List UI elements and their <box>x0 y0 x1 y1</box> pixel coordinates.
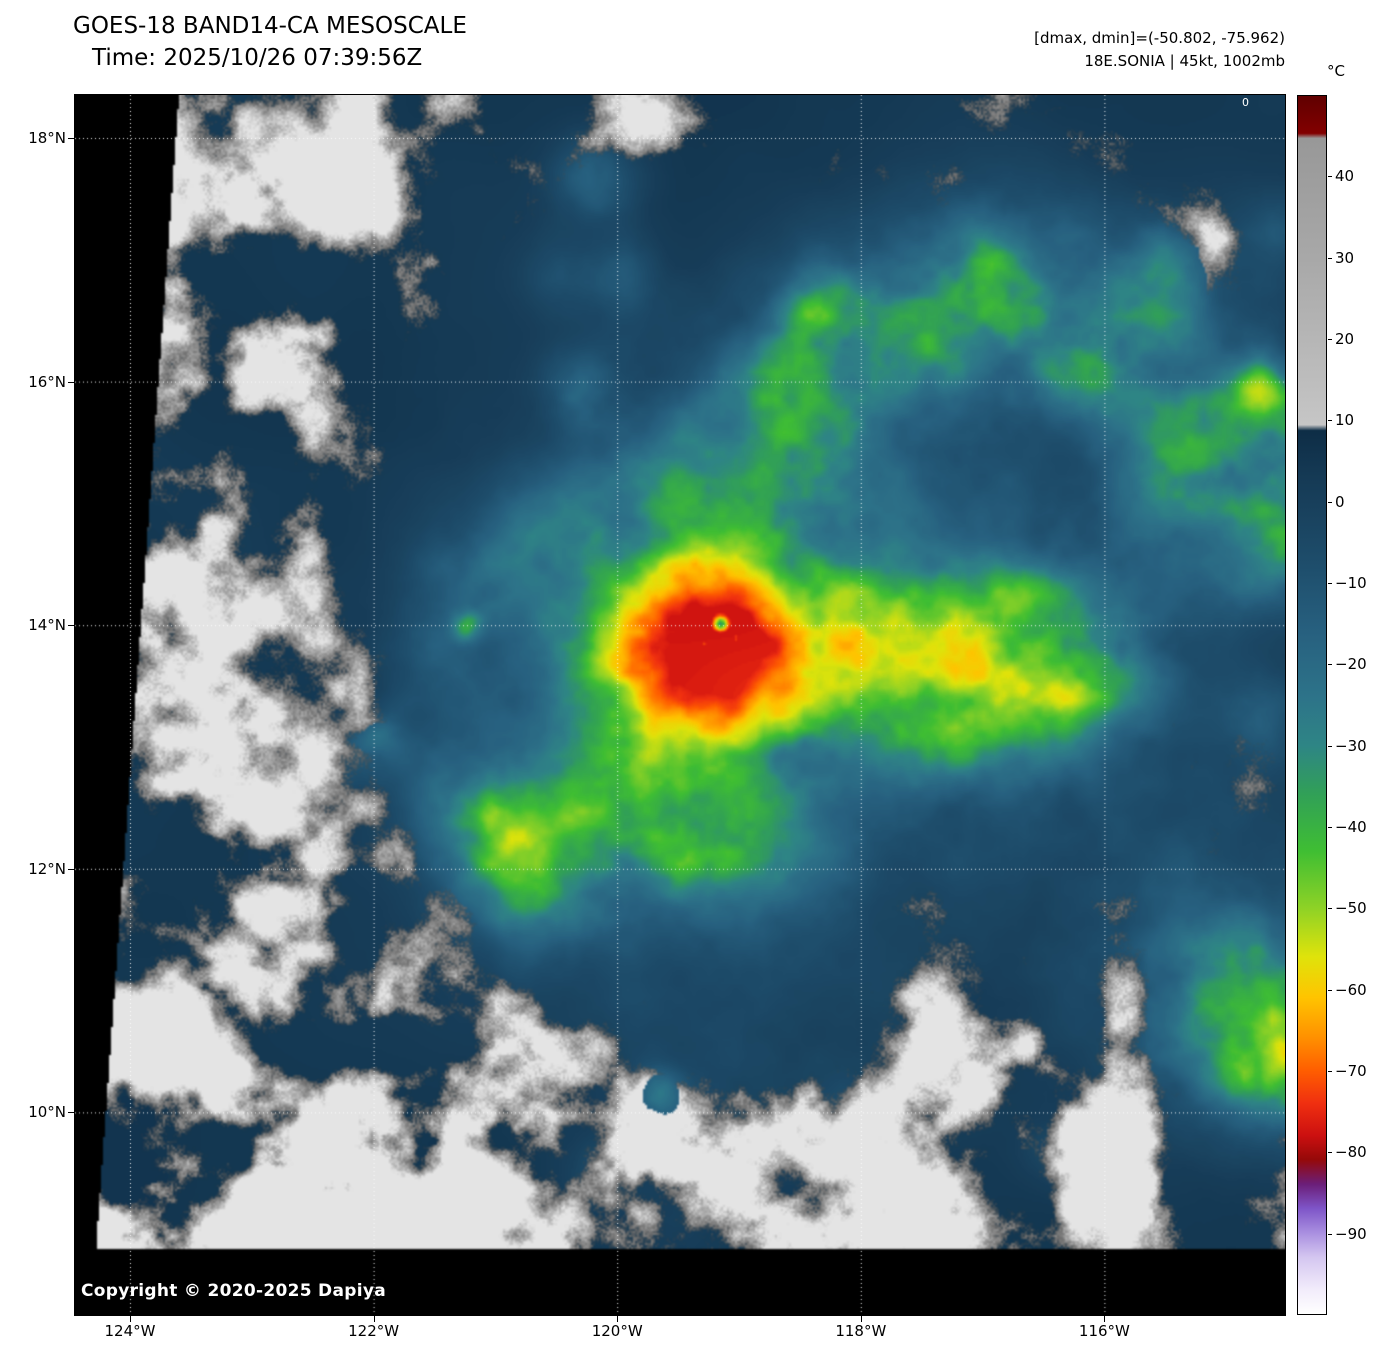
colorbar-tick-label: −60 <box>1335 980 1367 999</box>
colorbar-tick-mark <box>1328 1152 1332 1154</box>
colorbar-tick-mark <box>1328 664 1332 666</box>
colorbar <box>1297 95 1327 1315</box>
lon-tick-mark <box>130 1315 131 1322</box>
satellite-map: Copyright © 2020-2025 Dapiya 0 <box>74 94 1286 1316</box>
contour-zero-label: 0 <box>1242 96 1249 109</box>
colorbar-tick-mark <box>1328 257 1332 259</box>
colorbar-tick-mark <box>1328 501 1332 503</box>
lat-tick-mark <box>68 868 75 870</box>
lon-tick-label: 124°W <box>104 1322 156 1340</box>
colorbar-tick-mark <box>1328 339 1332 340</box>
colorbar-tick-mark <box>1328 1071 1332 1072</box>
colorbar-tick-mark <box>1328 745 1332 747</box>
dmax-dmin-label: [dmax, dmin]=(-50.802, -75.962) <box>1034 29 1285 47</box>
lat-tick-label: 14°N <box>28 616 66 635</box>
lon-tick-label: 118°W <box>835 1322 887 1340</box>
colorbar-tick-label: −50 <box>1335 899 1367 918</box>
lon-tick-mark <box>860 1315 862 1322</box>
lat-tick-label: 10°N <box>28 1103 66 1122</box>
colorbar-tick-mark <box>1328 908 1332 910</box>
lat-tick-mark <box>68 381 75 383</box>
colorbar-tick-mark <box>1328 827 1332 828</box>
lat-tick-mark <box>68 1112 75 1114</box>
colorbar-tick-label: 30 <box>1335 248 1355 267</box>
timestamp-label: Time: 2025/10/26 07:39:56Z <box>92 45 423 71</box>
colorbar-tick-label: 0 <box>1335 492 1345 511</box>
lon-tick-mark <box>1104 1315 1106 1322</box>
lon-tick-label: 120°W <box>591 1322 643 1340</box>
colorbar-tick-label: −20 <box>1335 655 1367 674</box>
lon-tick-mark <box>373 1315 375 1322</box>
lat-tick-label: 12°N <box>28 859 66 878</box>
colorbar-tick-label: −90 <box>1335 1224 1367 1243</box>
colorbar-tick-mark <box>1328 1233 1332 1235</box>
lon-tick-label: 122°W <box>348 1322 400 1340</box>
colorbar-tick-label: 20 <box>1335 330 1355 348</box>
colorbar-tick-mark <box>1328 420 1332 422</box>
colorbar-tick-label: 10 <box>1335 411 1355 430</box>
lat-tick-label: 18°N <box>28 129 66 147</box>
colorbar-tick-mark <box>1328 176 1332 178</box>
satellite-canvas <box>75 95 1285 1315</box>
copyright-label: Copyright © 2020-2025 Dapiya <box>81 1281 386 1301</box>
colorbar-tick-label: −80 <box>1335 1143 1367 1162</box>
colorbar-tick-label: −10 <box>1335 574 1367 592</box>
colorbar-tick-label: 40 <box>1335 167 1355 186</box>
colorbar-tick-mark <box>1328 989 1332 991</box>
lat-tick-mark <box>68 138 75 139</box>
page-title: GOES-18 BAND14-CA MESOSCALE <box>73 13 467 39</box>
colorbar-tick-label: −40 <box>1335 818 1367 836</box>
lat-tick-mark <box>68 625 75 627</box>
colorbar-tick-mark <box>1328 583 1332 584</box>
lat-tick-label: 16°N <box>28 372 66 391</box>
storm-info-label: 18E.SONIA | 45kt, 1002mb <box>1084 52 1285 70</box>
colorbar-tick-label: −70 <box>1335 1062 1367 1080</box>
colorbar-tick-label: −30 <box>1335 736 1367 755</box>
colorbar-unit-label: °C <box>1327 62 1345 80</box>
lon-tick-label: 116°W <box>1078 1322 1130 1340</box>
lon-tick-mark <box>617 1315 619 1322</box>
